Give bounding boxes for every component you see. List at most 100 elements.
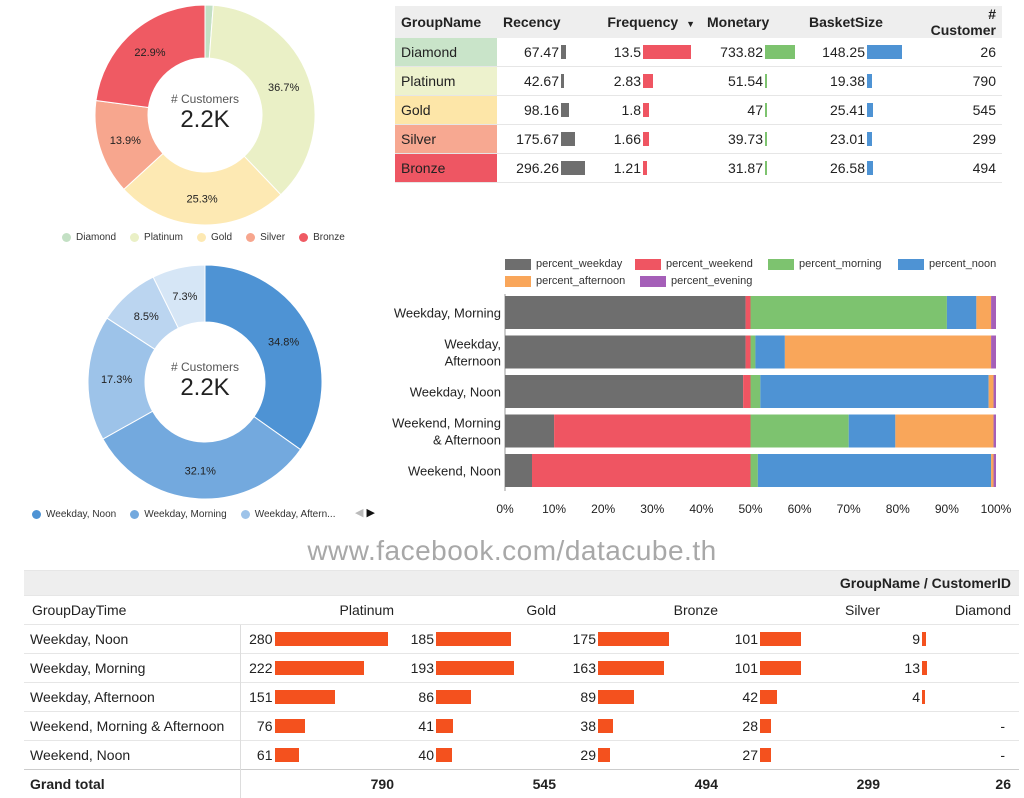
legend-item-silver[interactable]: Silver — [246, 232, 285, 243]
bar-percent-afternoon-2[interactable] — [989, 375, 994, 408]
pivot-value: 13 — [894, 660, 920, 676]
bar-percent-afternoon-3[interactable] — [895, 415, 993, 448]
legend-item-diamond[interactable]: Diamond — [62, 232, 116, 243]
legend-next-icon[interactable]: ▶ — [367, 507, 375, 519]
bar-percent-noon-0[interactable] — [947, 296, 976, 329]
col-header-recency[interactable]: Recency — [497, 6, 599, 38]
legend-item-percent-afternoon[interactable]: percent_afternoon — [505, 275, 625, 287]
pivot-cell-gold: 41 — [402, 712, 564, 741]
bar-percent-evening-4[interactable] — [994, 454, 996, 487]
legend-item-weekday-aftern[interactable]: Weekday, Aftern... — [241, 509, 336, 520]
bar-percent-noon-3[interactable] — [849, 415, 896, 448]
col-header-monetary[interactable]: Monetary — [701, 6, 803, 38]
group-name-cell: Platinum — [395, 67, 497, 96]
legend-item-percent-weekday[interactable]: percent_weekday — [505, 258, 622, 270]
bar-percent-evening-3[interactable] — [994, 415, 996, 448]
legend-item-gold[interactable]: Gold — [197, 232, 232, 243]
customer-count-cell: 790 — [915, 67, 1002, 96]
recency-bar — [561, 45, 566, 59]
pivot-col-bronze[interactable]: Bronze — [564, 596, 726, 625]
bar-percent-afternoon-1[interactable] — [785, 336, 991, 369]
bar-percent-evening-2[interactable] — [994, 375, 996, 408]
legend-item-bronze[interactable]: Bronze — [299, 232, 345, 243]
bar-percent-weekday-3[interactable] — [505, 415, 554, 448]
col-header-basketsize[interactable]: BasketSize — [803, 6, 915, 38]
bar-percent-noon-1[interactable] — [755, 336, 784, 369]
bar-percent-noon-2[interactable] — [760, 375, 988, 408]
bar-percent-evening-0[interactable] — [991, 296, 996, 329]
monetary-value: 733.82 — [707, 44, 763, 60]
col-header-customer-count[interactable]: # Customer — [915, 6, 1002, 38]
bar-percent-noon-4[interactable] — [758, 454, 991, 487]
pivot-col-gold[interactable]: Gold — [402, 596, 564, 625]
legend-item-weekday-noon[interactable]: Weekday, Noon — [32, 509, 116, 520]
bar-percent-weekend-3[interactable] — [554, 415, 750, 448]
col-header-frequency[interactable]: Frequency ▼ — [599, 6, 701, 38]
pivot-row-label: Weekend, Morning & Afternoon — [24, 712, 240, 741]
basket-cell: 23.01 — [803, 125, 915, 154]
pivot-col-platinum[interactable]: Platinum — [240, 596, 402, 625]
bar-percent-weekday-4[interactable] — [505, 454, 532, 487]
legend-item-percent-noon[interactable]: percent_noon — [898, 258, 996, 270]
pivot-bar — [275, 690, 336, 704]
legend-label: percent_weekend — [666, 258, 753, 270]
bar-percent-weekday-0[interactable] — [505, 296, 746, 329]
pivot-total-gold: 545 — [402, 770, 564, 798]
bar-percent-morning-2[interactable] — [751, 375, 761, 408]
bar-percent-morning-4[interactable] — [751, 454, 758, 487]
daytime-donut-center-value: 2.2K — [125, 374, 285, 402]
frequency-value: 1.8 — [605, 102, 641, 118]
stacked-bar-legend: percent_weekday percent_weekend percent_mo… — [505, 258, 1015, 294]
pivot-col-diamond[interactable]: Diamond — [888, 596, 1019, 625]
frequency-bar — [643, 161, 647, 175]
pivot-bar — [598, 632, 669, 646]
bar-percent-weekend-2[interactable] — [743, 375, 750, 408]
pivot-cell-silver: 101 — [726, 654, 888, 683]
bar-percent-weekday-1[interactable] — [505, 336, 746, 369]
bar-percent-evening-1[interactable] — [991, 336, 996, 369]
col-header-groupname[interactable]: GroupName — [395, 6, 497, 38]
legend-item-percent-morning[interactable]: percent_morning — [768, 258, 882, 270]
pivot-value: 38 — [570, 718, 596, 734]
bar-percent-morning-3[interactable] — [751, 415, 849, 448]
legend-prev-icon[interactable]: ◀ — [355, 507, 363, 519]
bar-percent-afternoon-0[interactable] — [976, 296, 991, 329]
legend-label: percent_noon — [929, 258, 996, 270]
legend-item-platinum[interactable]: Platinum — [130, 232, 183, 243]
monetary-bar — [765, 74, 767, 88]
legend-swatch-icon — [640, 276, 666, 287]
bar-percent-weekend-0[interactable] — [746, 296, 751, 329]
category-label: Weekday,Afternoon — [444, 337, 501, 369]
bar-percent-weekend-4[interactable] — [532, 454, 750, 487]
bar-percent-weekend-1[interactable] — [746, 336, 751, 369]
legend-item-percent-weekend[interactable]: percent_weekend — [635, 258, 753, 270]
pivot-cell-diamond: 13 — [888, 654, 1019, 683]
legend-item-percent-evening[interactable]: percent_evening — [640, 275, 752, 287]
bar-percent-afternoon-4[interactable] — [991, 454, 993, 487]
pivot-cell-diamond: 9 — [888, 625, 1019, 654]
pivot-value: 40 — [408, 747, 434, 763]
donut-slice-weekday-noon[interactable] — [205, 265, 322, 450]
sort-desc-icon: ▼ — [686, 19, 695, 29]
bar-percent-weekday-2[interactable] — [505, 375, 743, 408]
recency-cell: 175.67 — [497, 125, 599, 154]
frequency-cell: 1.8 — [599, 96, 701, 125]
recency-value: 67.47 — [503, 44, 559, 60]
pivot-col-silver[interactable]: Silver — [726, 596, 888, 625]
legend-item-weekday-morning[interactable]: Weekday, Morning — [130, 509, 226, 520]
pivot-bar — [275, 719, 306, 733]
category-label: Weekend, Noon — [408, 464, 501, 479]
pivot-row-header[interactable]: GroupDayTime — [24, 596, 240, 625]
bar-percent-morning-1[interactable] — [751, 336, 756, 369]
bar-percent-morning-0[interactable] — [751, 296, 947, 329]
